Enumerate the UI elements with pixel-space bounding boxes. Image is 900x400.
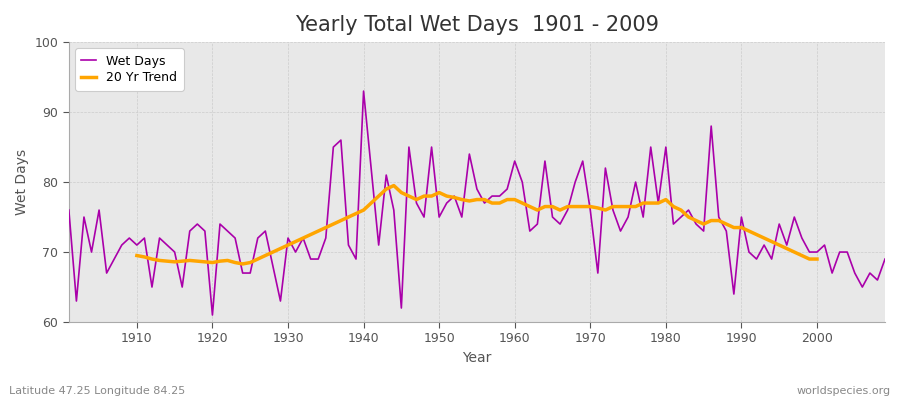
X-axis label: Year: Year	[463, 351, 491, 365]
Wet Days	[63, 208, 74, 212]
Wet Days	[879, 257, 890, 262]
20 Yr Trend	[238, 262, 248, 266]
20 Yr Trend	[804, 257, 814, 262]
20 Yr Trend	[389, 183, 400, 188]
Wet Days	[207, 313, 218, 318]
20 Yr Trend	[313, 229, 324, 234]
Wet Days	[343, 243, 354, 248]
Wet Days	[525, 229, 535, 234]
20 Yr Trend	[539, 204, 550, 209]
Wet Days	[615, 229, 626, 234]
20 Yr Trend	[812, 257, 823, 262]
20 Yr Trend	[214, 259, 225, 264]
Wet Days	[517, 180, 527, 184]
Text: Latitude 47.25 Longitude 84.25: Latitude 47.25 Longitude 84.25	[9, 386, 185, 396]
Wet Days	[124, 236, 135, 240]
20 Yr Trend	[298, 236, 309, 240]
Y-axis label: Wet Days: Wet Days	[15, 149, 29, 215]
Wet Days	[298, 236, 309, 240]
Legend: Wet Days, 20 Yr Trend: Wet Days, 20 Yr Trend	[75, 48, 184, 91]
20 Yr Trend	[721, 222, 732, 226]
Wet Days	[358, 89, 369, 94]
20 Yr Trend	[131, 253, 142, 258]
Line: Wet Days: Wet Days	[68, 91, 885, 315]
Line: 20 Yr Trend: 20 Yr Trend	[137, 186, 817, 264]
Text: worldspecies.org: worldspecies.org	[796, 386, 891, 396]
Title: Yearly Total Wet Days  1901 - 2009: Yearly Total Wet Days 1901 - 2009	[295, 15, 659, 35]
